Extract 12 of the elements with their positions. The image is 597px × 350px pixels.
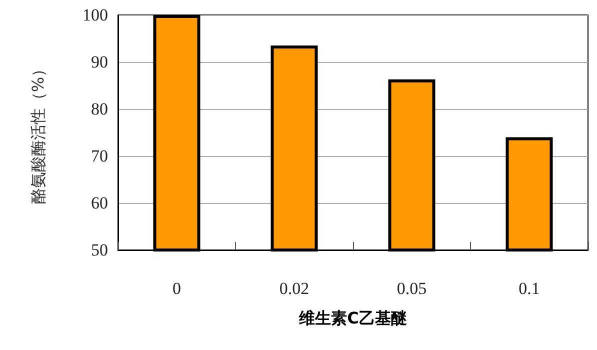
y-tick-label: 60 xyxy=(91,194,108,212)
x-tick-label: 0.1 xyxy=(518,279,540,298)
y-tick-label: 80 xyxy=(91,100,108,118)
y-tick-label: 70 xyxy=(91,146,108,166)
y-axis-title: 酪氨酸酶活性（%） xyxy=(28,60,48,204)
y-tick-label: 90 xyxy=(91,52,108,72)
x-tick-label: 0 xyxy=(172,279,181,298)
y-tick-label: 50 xyxy=(91,240,108,260)
x-axis-title: 维生素C乙基醚 xyxy=(298,308,408,328)
y-tick-label: 100 xyxy=(82,6,108,24)
x-tick-label: 0.05 xyxy=(396,279,427,298)
x-tick-label: 0.02 xyxy=(279,279,310,298)
